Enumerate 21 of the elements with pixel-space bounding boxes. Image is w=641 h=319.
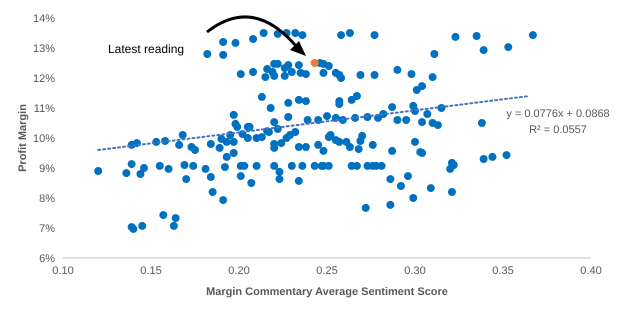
x-tick-label: 0.20 <box>228 264 250 277</box>
x-tick-label: 0.15 <box>140 264 162 277</box>
y-tick-label: 7% <box>39 222 56 235</box>
y-tick-label: 14% <box>32 12 56 25</box>
y-axis-title: Profit Margin <box>16 104 29 172</box>
y-tick-label: 9% <box>39 162 56 175</box>
y-tick-label: 8% <box>39 192 56 205</box>
x-axis-title: Margin Commentary Average Sentiment Score <box>206 286 448 298</box>
annotation: Latest reading <box>108 42 184 56</box>
x-tick-label: 0.30 <box>404 264 426 277</box>
y-tick-label: 12% <box>32 72 56 85</box>
x-tick-label: 0.40 <box>580 264 602 277</box>
x-tick-label: 0.10 <box>52 264 74 277</box>
annotation: R² = 0.0557 <box>528 124 588 136</box>
y-tick-label: 10% <box>32 132 56 145</box>
annotation: y = 0.0776x + 0.0868 <box>505 108 611 120</box>
x-tick-label: 0.25 <box>316 264 338 277</box>
y-tick-label: 11% <box>34 102 56 115</box>
y-tick-label: 13% <box>32 42 56 55</box>
x-tick-label: 0.35 <box>492 264 514 277</box>
y-tick-label: 6% <box>39 252 56 265</box>
